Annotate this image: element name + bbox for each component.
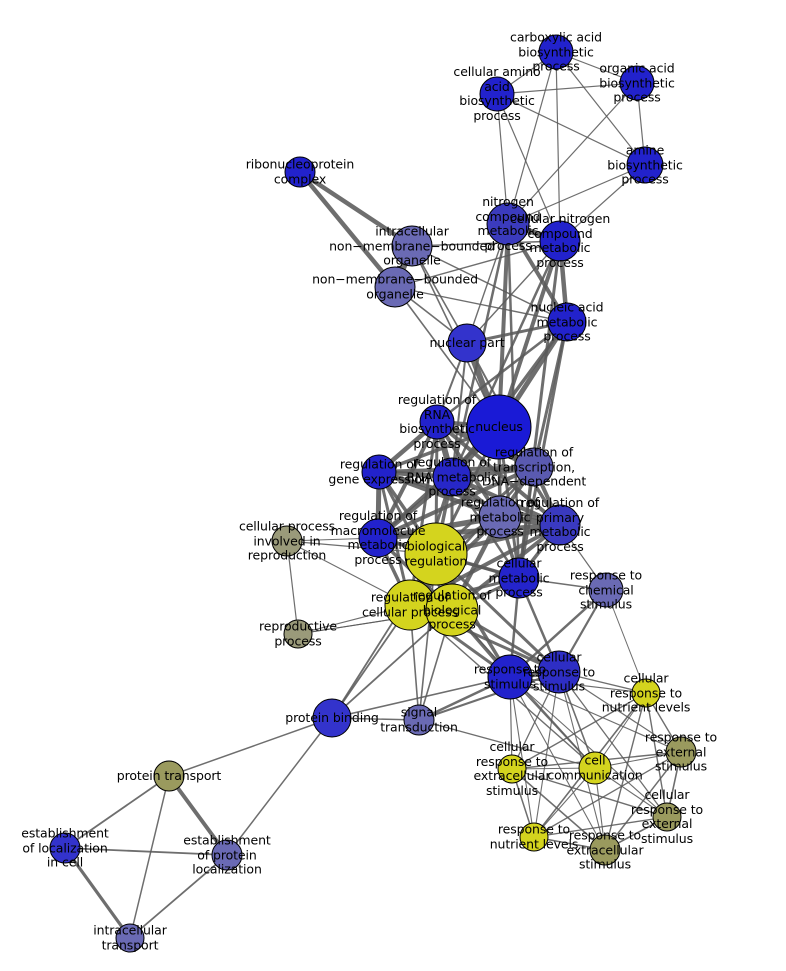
graph-node[interactable] <box>153 760 185 792</box>
graph-node[interactable] <box>374 266 416 308</box>
graph-node[interactable] <box>619 65 655 101</box>
graph-node[interactable] <box>432 457 472 497</box>
graph-edge <box>129 775 170 939</box>
graph-edge <box>533 751 682 838</box>
graph-node[interactable] <box>361 454 397 490</box>
graph-edge <box>511 692 647 770</box>
graph-edge <box>435 320 569 424</box>
graph-node[interactable] <box>578 751 612 785</box>
graph-node[interactable] <box>447 323 487 363</box>
graph-edge <box>411 245 568 323</box>
graph-edge <box>64 847 228 856</box>
graph-edge <box>555 51 646 166</box>
graph-edge <box>411 240 561 247</box>
graph-edge <box>533 816 668 838</box>
graph-node[interactable] <box>391 225 433 267</box>
graph-edge <box>63 846 132 940</box>
graph-edge <box>466 240 561 344</box>
graph-node[interactable] <box>478 495 522 539</box>
graph-edge <box>604 692 647 851</box>
graph-edge <box>509 676 682 753</box>
graph-edge <box>605 589 647 694</box>
graph-edge <box>604 751 682 851</box>
graph-edge <box>167 774 229 857</box>
graph-node[interactable] <box>626 146 664 184</box>
graph-edge <box>64 775 170 849</box>
graph-edge <box>129 854 228 939</box>
graph-node[interactable] <box>358 518 398 558</box>
graph-node[interactable] <box>547 302 587 342</box>
graph-edge <box>375 522 563 541</box>
graph-node[interactable] <box>665 736 697 768</box>
graph-node[interactable] <box>652 802 682 832</box>
graph-edge <box>509 676 606 851</box>
graph-node[interactable] <box>537 650 581 694</box>
nodes-group <box>49 34 697 953</box>
graph-edge <box>496 82 638 95</box>
graph-node[interactable] <box>115 923 145 953</box>
graph-edge <box>394 240 561 288</box>
graph-edge <box>377 470 562 527</box>
graph-node[interactable] <box>514 447 554 487</box>
graph-edge <box>496 93 561 242</box>
graph-node[interactable] <box>519 822 549 852</box>
graph-edge <box>331 676 511 719</box>
graph-edge <box>496 93 509 225</box>
graph-edge <box>507 82 638 225</box>
graph-node[interactable] <box>283 619 313 649</box>
graph-node[interactable] <box>539 504 581 546</box>
graph-edge <box>496 93 646 166</box>
graph-node[interactable] <box>312 698 352 738</box>
graph-edge <box>511 768 606 851</box>
graph-node[interactable] <box>271 525 303 557</box>
graph-edge <box>511 768 668 818</box>
graph-node[interactable] <box>589 834 621 866</box>
graph-node[interactable] <box>539 220 581 262</box>
graph-node[interactable] <box>284 156 316 188</box>
graph-node[interactable] <box>211 839 243 871</box>
graph-edge <box>168 717 333 777</box>
graph-edge <box>497 222 510 429</box>
graph-edge <box>497 239 562 429</box>
graph-edge <box>418 719 596 769</box>
graph-edge <box>558 671 682 753</box>
graph-node[interactable] <box>49 832 81 864</box>
graph-node[interactable] <box>419 404 455 440</box>
graph-edge <box>297 169 415 249</box>
graph-edge <box>417 670 561 722</box>
graph-edge <box>509 676 535 838</box>
graph-node[interactable] <box>486 202 530 246</box>
graph-node[interactable] <box>487 654 533 700</box>
graph-edge <box>451 342 468 478</box>
edges-group <box>63 51 682 940</box>
graph-edge <box>286 540 299 635</box>
graph-node[interactable] <box>404 522 468 586</box>
graph-edge <box>507 164 646 225</box>
graph-node[interactable] <box>588 572 624 608</box>
graph-edge <box>555 51 561 242</box>
graph-edge <box>331 609 453 719</box>
graph-node[interactable] <box>498 557 540 599</box>
graph-node[interactable] <box>403 704 435 736</box>
graph-node[interactable] <box>497 754 527 784</box>
graph-edge <box>509 676 668 818</box>
graph-node[interactable] <box>631 678 661 708</box>
graph-node[interactable] <box>425 583 479 637</box>
graph-node[interactable] <box>466 394 532 460</box>
graph-edge <box>226 717 333 856</box>
graph-node[interactable] <box>479 76 515 112</box>
graph-node[interactable] <box>538 34 574 70</box>
graph-edge <box>297 169 398 290</box>
graph-edge <box>507 51 557 225</box>
